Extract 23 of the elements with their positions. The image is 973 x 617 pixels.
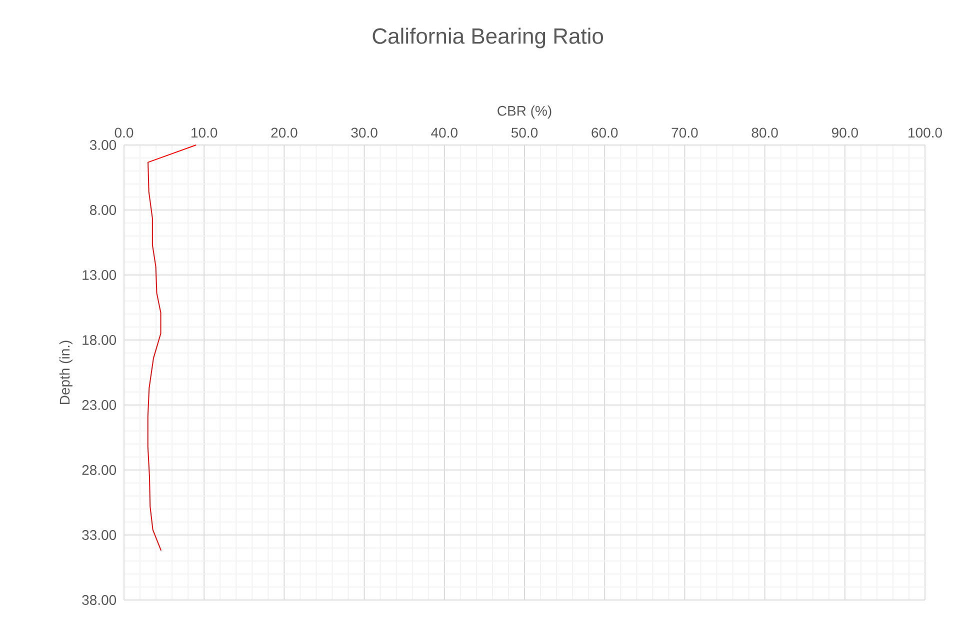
x-tick-label: 50.0 <box>511 128 538 138</box>
x-tick-label: 90.0 <box>832 128 858 138</box>
y-tick-label: 13.00 <box>82 270 116 280</box>
y-tick-label: 28.00 <box>82 465 116 475</box>
line-series <box>147 144 197 552</box>
y-tick-label: 18.00 <box>82 335 116 345</box>
x-tick-label: 100.0 <box>908 128 942 138</box>
y-tick-label: 8.00 <box>90 205 116 215</box>
x-axis-title: CBR (%) <box>498 106 552 119</box>
x-tick-label: 10.0 <box>192 128 218 138</box>
y-tick-label: 33.00 <box>82 530 116 540</box>
y-axis-title: Depth (in.) <box>59 340 72 404</box>
y-tick-label: 23.00 <box>82 400 116 410</box>
x-tick-label: 40.0 <box>431 128 458 138</box>
x-tick-label: 70.0 <box>672 128 698 138</box>
x-tick-label: 80.0 <box>752 128 778 138</box>
x-tick-label: 30.0 <box>351 128 378 138</box>
x-tick-label: 0.0 <box>114 128 134 138</box>
y-tick-label: 3.00 <box>90 140 116 150</box>
y-tick-label: 38.00 <box>82 595 116 605</box>
x-tick-label: 20.0 <box>271 128 298 138</box>
x-tick-label: 60.0 <box>592 128 618 138</box>
chart-title: California Bearing Ratio <box>372 28 604 48</box>
